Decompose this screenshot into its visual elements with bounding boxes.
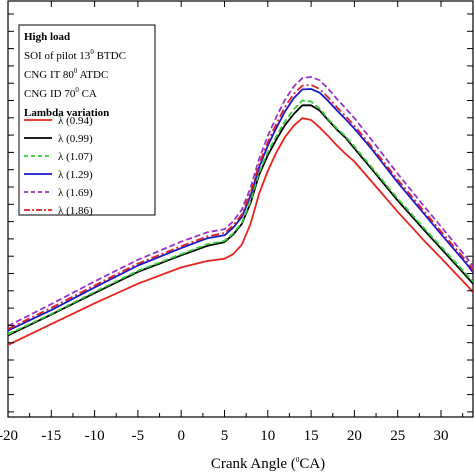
- x-axis-title-sup: 0: [296, 456, 300, 464]
- x-tick-label: 10: [260, 428, 275, 444]
- x-tick-label: 30: [434, 428, 449, 444]
- x-tick-label: -15: [41, 428, 61, 444]
- legend-annotation: CNG ID 700 CA: [24, 86, 97, 100]
- series-line-2: [8, 99, 473, 336]
- series-line-3: [8, 88, 473, 332]
- series-line-1: [8, 104, 473, 337]
- legend-annotation: High load: [24, 31, 70, 43]
- legend-label-1: λ (0.99): [58, 133, 93, 145]
- x-axis-title: Crank Angle (0CA): [211, 456, 325, 472]
- x-tick-label: -20: [0, 428, 18, 444]
- x-tick-label: 5: [221, 428, 229, 444]
- x-tick-label: -10: [85, 428, 105, 444]
- legend-label-5: λ (1.86): [58, 205, 93, 217]
- x-axis-title-suffix: CA): [299, 456, 325, 472]
- legend-annotation: CNG IT 800 ATDC: [24, 67, 108, 81]
- x-tick-label: 25: [390, 428, 405, 444]
- series-line-4: [8, 76, 473, 327]
- legend-label-0: λ (0.94): [58, 115, 93, 127]
- x-tick-label: -5: [132, 428, 145, 444]
- x-tick-label: 20: [347, 428, 362, 444]
- legend-label-2: λ (1.07): [58, 151, 93, 163]
- x-tick-label: 15: [304, 428, 319, 444]
- legend-annotation: SOI of pilot 130 BTDC: [24, 48, 126, 62]
- x-axis-title-prefix: Crank Angle (: [211, 456, 296, 472]
- legend-annotation: Lambda variation: [24, 107, 109, 119]
- legend-label-3: λ (1.29): [58, 169, 93, 181]
- legend-label-4: λ (1.69): [58, 187, 93, 199]
- series-line-0: [8, 117, 473, 346]
- x-tick-label: 0: [177, 428, 185, 444]
- plot-frame: [7, 0, 474, 418]
- series-line-5: [8, 84, 473, 330]
